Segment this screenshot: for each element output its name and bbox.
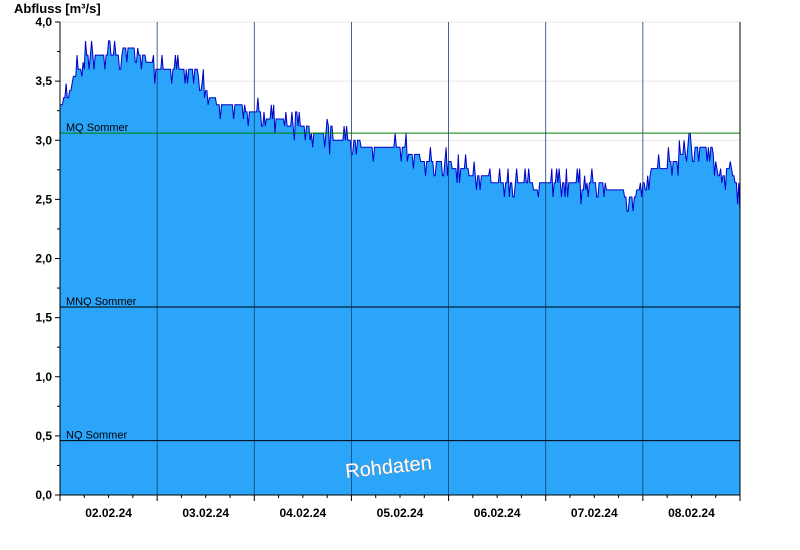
y-tick-label-8: 4,0 [35,15,52,29]
x-tick-label-5: 07.02.24 [571,506,618,520]
y-tick-label-7: 3,5 [35,74,52,88]
x-tick-label-4: 06.02.24 [474,506,521,520]
x-tick-label-1: 03.02.24 [182,506,229,520]
x-tick-label-6: 08.02.24 [668,506,715,520]
y-tick-label-3: 1,5 [35,311,52,325]
x-axis-ticks: 02.02.24 03.02.24 04.02.24 05.02.24 06.02.24… [59,495,741,520]
y-axis-ticks: 0,0 0,5 1,0 1,5 2,0 2,5 3,0 3,5 4,0 [35,15,60,502]
series-line [60,40,741,212]
x-tick-label-2: 04.02.24 [279,506,326,520]
y-tick-label-1: 0,5 [35,429,52,443]
y-tick-label-0: 0,0 [35,488,52,502]
y-tick-label-2: 1,0 [35,370,52,384]
y-tick-label-4: 2,0 [35,252,52,266]
y-tick-label-5: 2,5 [35,192,52,206]
x-tick-label-3: 05.02.24 [377,506,424,520]
area-fill [60,40,740,496]
y-tick-label-6: 3,0 [35,133,52,147]
day-separator-lines [156,22,644,495]
ref-label-1: MNQ Sommer [66,296,137,308]
ref-label-2: NQ Sommer [66,430,127,442]
ref-label-0: MQ Sommer [66,122,129,134]
y-axis-title: Abfluss [m³/s] [14,1,101,16]
x-tick-label-0: 02.02.24 [85,506,132,520]
discharge-area [60,40,741,496]
reference-lines: MQ Sommer MNQ Sommer NQ Sommer [60,122,740,442]
